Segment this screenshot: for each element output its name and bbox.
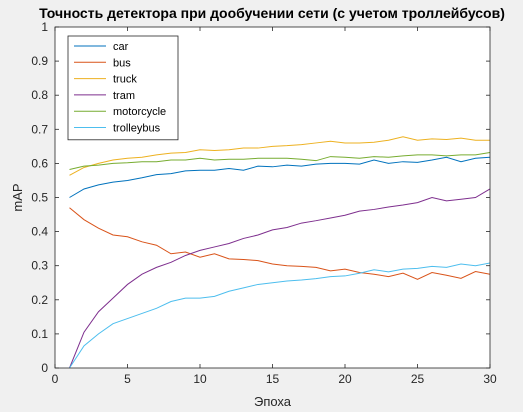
x-tick-label: 20 xyxy=(338,372,352,386)
series-lines xyxy=(69,136,491,369)
series-line-bus xyxy=(69,207,491,280)
y-tick-label: 0.9 xyxy=(31,54,48,68)
chart-title: Точность детектора при дообучении сети (… xyxy=(39,5,505,21)
series-line-motorcycle xyxy=(69,151,491,171)
y-axis-label: mAP xyxy=(10,183,25,211)
legend-box xyxy=(67,35,179,141)
series-line-truck xyxy=(69,136,490,176)
x-tick-label: 30 xyxy=(483,372,497,386)
series-line-car xyxy=(69,156,491,198)
x-tick-label: 10 xyxy=(193,372,207,386)
legend-entry-trolleybus: trolleybus xyxy=(113,123,161,135)
y-tick-label: 0.6 xyxy=(31,156,48,170)
x-tick-label: 5 xyxy=(124,372,131,386)
y-tick-label: 0.2 xyxy=(31,293,48,307)
legend-entry-truck: truck xyxy=(113,74,137,86)
legend-entry-tram: tram xyxy=(113,90,135,102)
y-tick-label: 1 xyxy=(41,20,48,34)
y-tick-label: 0.4 xyxy=(31,225,48,239)
x-tick-label: 25 xyxy=(411,372,425,386)
x-axis-label: Эпоха xyxy=(254,394,292,409)
axis-ticks: 0 5 10 15 20 25 30 0 0.1 0.2 0.3 0.4 0.5 0.6 0.7 0.8 0.9… xyxy=(31,20,497,386)
y-tick-label: 0 xyxy=(41,361,48,375)
y-tick-label: 0.3 xyxy=(31,259,48,273)
x-tick-label: 15 xyxy=(266,372,280,386)
legend: car bus truck tram motorcycle trolleybus xyxy=(67,35,179,141)
y-tick-label: 0.8 xyxy=(31,88,48,102)
x-tick-label: 0 xyxy=(52,372,59,386)
y-tick-label: 0.7 xyxy=(31,122,48,136)
legend-entry-car: car xyxy=(113,41,129,53)
y-tick-label: 0.1 xyxy=(31,327,48,341)
y-tick-label: 0.5 xyxy=(31,191,48,205)
legend-entry-bus: bus xyxy=(113,57,131,69)
legend-entry-motorcycle: motorcycle xyxy=(113,106,166,118)
series-line-tram xyxy=(69,188,491,369)
series-line-trolleybus xyxy=(69,262,491,369)
